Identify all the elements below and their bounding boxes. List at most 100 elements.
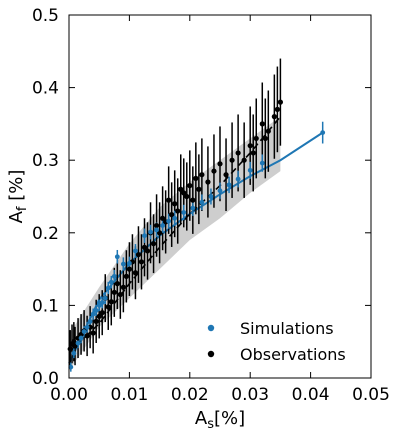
data-point-simulations-6 (87, 318, 93, 324)
data-point-observations-47 (211, 168, 217, 174)
data-point-simulations-16 (120, 261, 126, 267)
data-point-observations-46 (205, 179, 211, 185)
data-point-simulations-10 (99, 300, 105, 305)
data-point-observations-51 (235, 150, 241, 156)
data-point-simulations-19 (142, 233, 147, 239)
legend: Simulations Observations (207, 319, 346, 364)
data-point-simulations-20 (148, 229, 153, 235)
data-point-observations-12 (99, 310, 105, 316)
data-point-observations-9 (90, 330, 96, 336)
data-point-simulations-3 (78, 335, 84, 341)
data-point-observations-37 (175, 208, 181, 214)
data-point-observations-55 (253, 135, 259, 142)
data-point-observations-30 (153, 222, 160, 229)
y-axis-label: Af [%] (6, 170, 30, 224)
x-tick-label-0: 0.00 (50, 385, 88, 405)
data-point-simulations-13 (108, 279, 114, 285)
y-tick-label-1: 0.1 (32, 296, 59, 316)
data-point-simulations-23 (166, 218, 172, 224)
data-point-observations-41 (187, 183, 193, 189)
data-point-observations-10 (93, 318, 99, 324)
y-tick-label-4: 0.4 (32, 79, 59, 99)
legend-marker-simulations (207, 324, 215, 332)
fit-line-observations (68, 116, 282, 354)
data-point-simulations-22 (160, 223, 166, 228)
data-point-observations-49 (223, 172, 229, 178)
data-point-observations-23 (132, 270, 139, 276)
data-point-observations-7 (84, 333, 90, 339)
data-point-observations-35 (169, 212, 175, 218)
data-point-simulations-34 (320, 130, 326, 136)
data-point-simulations-9 (96, 303, 102, 308)
data-point-simulations-32 (247, 167, 253, 173)
data-point-simulations-1 (71, 350, 77, 356)
data-point-observations-50 (229, 157, 235, 163)
x-tick-label-3: 0.03 (231, 385, 269, 405)
data-point-observations-59 (271, 114, 277, 120)
data-point-simulations-21 (154, 227, 159, 233)
x-axis-label: As[%] (195, 408, 245, 432)
data-point-observations-21 (126, 266, 132, 272)
x-tick-label-4: 0.04 (292, 385, 330, 405)
data-point-simulations-17 (126, 260, 132, 266)
data-point-simulations-11 (102, 295, 108, 301)
data-point-observations-26 (141, 244, 148, 250)
data-point-simulations-5 (84, 324, 90, 330)
data-point-observations-42 (190, 197, 196, 203)
data-point-observations-54 (250, 150, 256, 156)
data-point-observations-61 (277, 99, 283, 105)
data-point-observations-19 (120, 284, 126, 290)
data-point-observations-20 (123, 273, 129, 279)
data-point-simulations-26 (190, 205, 196, 211)
data-point-simulations-2 (75, 340, 81, 346)
data-point-observations-43 (193, 175, 199, 181)
data-point-simulations-28 (208, 194, 214, 199)
axis-ticks-layer: 0.00 0.01 0.02 0.03 0.04 0.05 0.0 0.1 0.2 0.3 0.4 0… (32, 6, 390, 405)
data-point-observations-2 (71, 339, 77, 345)
data-point-observations-0 (67, 346, 73, 352)
data-point-observations-17 (114, 281, 120, 287)
data-point-observations-18 (117, 291, 123, 298)
y-tick-label-5: 0.5 (32, 6, 59, 26)
data-point-observations-53 (247, 143, 253, 149)
data-point-observations-24 (135, 251, 142, 258)
x-tick-label-1: 0.01 (110, 385, 148, 405)
data-point-observations-27 (144, 248, 151, 254)
data-point-observations-36 (172, 201, 178, 207)
data-point-observations-60 (274, 106, 280, 112)
data-point-observations-32 (160, 215, 166, 221)
data-point-observations-56 (259, 121, 265, 127)
data-point-observations-45 (199, 172, 205, 178)
x-tick-label-2: 0.02 (171, 385, 209, 405)
data-point-simulations-31 (235, 176, 241, 182)
legend-label-observations: Observations (240, 345, 346, 364)
data-point-simulations-0 (68, 364, 74, 370)
x-tick-label-5: 0.05 (352, 385, 390, 405)
data-point-observations-15 (108, 299, 114, 305)
data-point-observations-38 (178, 186, 184, 192)
data-point-observations-44 (196, 186, 202, 192)
y-tick-label-2: 0.2 (32, 224, 59, 244)
data-point-observations-40 (184, 193, 190, 200)
data-point-observations-57 (262, 135, 268, 142)
legend-label-simulations: Simulations (240, 319, 334, 338)
data-point-observations-25 (138, 259, 145, 265)
y-tick-label-3: 0.3 (32, 151, 59, 171)
data-point-simulations-15 (114, 254, 120, 260)
data-point-simulations-25 (181, 210, 187, 215)
data-point-observations-16 (111, 289, 117, 295)
data-point-observations-34 (166, 197, 172, 203)
data-point-simulations-27 (199, 199, 205, 205)
y-tick-label-0: 0.0 (32, 369, 59, 389)
confidence-band (69, 116, 281, 371)
data-point-simulations-30 (226, 182, 232, 188)
data-point-observations-11 (96, 313, 102, 319)
confidence-band-layer (69, 116, 281, 371)
data-point-observations-39 (181, 190, 187, 196)
data-point-simulations-24 (172, 215, 178, 221)
data-point-observations-29 (150, 241, 157, 247)
data-point-simulations-4 (81, 329, 87, 334)
plot-area-frame (68, 14, 372, 379)
data-point-simulations-12 (105, 285, 111, 291)
